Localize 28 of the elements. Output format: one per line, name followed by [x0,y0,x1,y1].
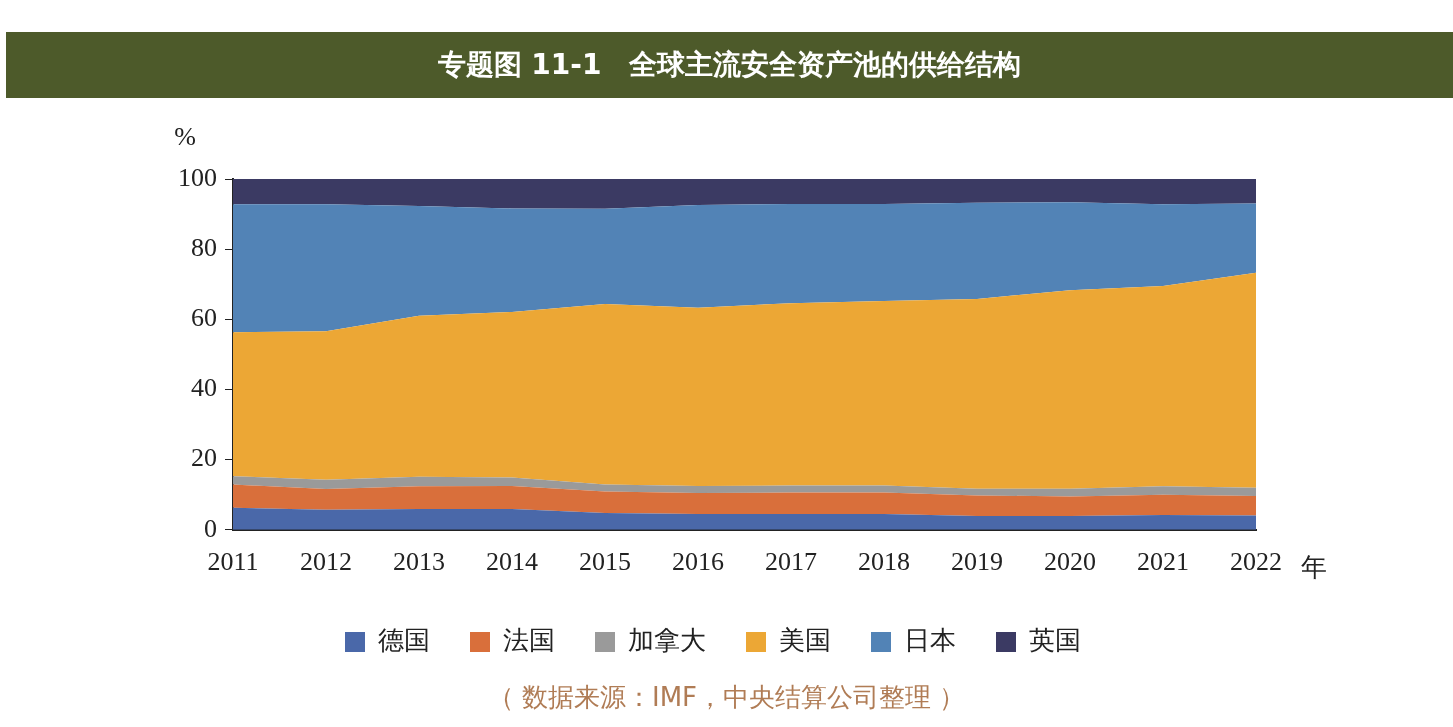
legend-label: 英国 [1029,625,1081,655]
chart-title: 专题图 11-1 全球主流安全资产池的供给结构 [6,32,1453,98]
x-tick-label: 2011 [207,547,259,577]
y-tick-label: 60 [191,303,217,333]
x-tick-label: 2017 [765,547,817,577]
legend-label: 法国 [503,625,555,655]
x-tick-label: 2019 [951,547,1003,577]
x-tick-label: 2015 [579,547,631,577]
x-tick-label: 2012 [300,547,352,577]
x-tick-label: 2021 [1137,547,1189,577]
x-axis-title: 年 [1301,551,1327,582]
text: （ 数据来源：IMF，中央结算公司整理 ） [486,681,967,714]
y-tick-label: 80 [191,232,217,262]
x-tick-label: 2022 [1230,547,1282,577]
x-tick-label: 2014 [486,547,538,577]
y-tick-label: 0 [204,513,217,543]
legend-label: 美国 [779,625,831,655]
y-axis-title: % [174,121,196,151]
y-tick-label: 100 [178,162,217,192]
legend-label: 日本 [904,625,956,655]
y-tick-label: 20 [191,443,217,473]
legend-label: 加拿大 [628,625,706,655]
x-tick-label: 2013 [393,547,445,577]
x-tick-label: 2016 [672,547,724,577]
x-tick-label: 2020 [1044,547,1096,577]
legend-label: 德国 [378,625,430,655]
y-tick-label: 40 [191,373,217,403]
x-tick-label: 2018 [858,547,910,577]
